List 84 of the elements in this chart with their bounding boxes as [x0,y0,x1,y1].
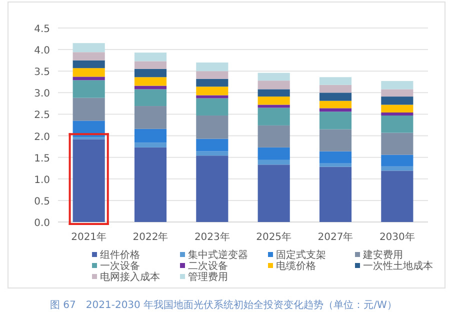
bar [134,142,167,148]
bar [134,77,167,86]
bar [381,112,414,116]
x-tick-label: 2027年 [318,231,354,243]
legend-label: 组件价格 [100,249,140,261]
bar [196,71,228,79]
bar [381,81,414,90]
bar [72,76,105,80]
bar [319,112,352,130]
bar [196,98,228,116]
bar [381,89,414,97]
y-tick-label: 4.5 [34,24,50,35]
bar [72,98,105,121]
legend-label: 集中式逆变器 [188,249,248,261]
bar [258,147,290,160]
bar [319,129,352,152]
bar [381,116,414,133]
bar [196,78,228,87]
bar [319,84,352,93]
bar [196,86,228,96]
bar [196,62,228,72]
bar [134,61,167,69]
legend-label: 一次设备 [100,260,140,272]
bar [72,60,105,68]
x-tick-label: 2022年 [132,231,168,243]
bar [134,52,167,62]
bar [196,116,228,139]
legend-label: 二次设备 [188,260,228,272]
bar [319,92,352,101]
bar [319,166,352,222]
legend-label: 一次性土地成本 [363,260,433,272]
x-tick-label: 2030年 [379,231,415,243]
bar [72,68,105,77]
y-tick-label: 3.0 [34,88,50,100]
bar [258,96,290,105]
bar [319,77,352,85]
bar [258,80,290,90]
bar [258,89,290,97]
bar [196,151,228,156]
bar [134,89,167,106]
bar [196,156,228,222]
bar [258,164,290,222]
y-tick-label: 0.0 [34,218,50,229]
bar [72,43,105,52]
bar [381,154,414,166]
bar [258,160,290,165]
bar [72,52,105,60]
legend-label: 电缆价格 [276,260,316,272]
bar [381,132,414,155]
bar [319,151,352,164]
y-tick-label: 2.5 [34,110,50,122]
bar [258,104,290,108]
caption: 图 67 2021-2030 年我国地面光伏系统初始全投资变化趋势（单位：元/W） [50,299,397,311]
bar [72,80,105,98]
legend-label: 固定式支架 [276,249,326,261]
y-tick-label: 3.5 [34,67,50,78]
x-tick-label: 2023年 [194,231,230,243]
bar [134,147,167,222]
y-tick-label: 1.5 [34,153,50,164]
legend-label: 建安费用 [362,249,403,261]
bar [196,95,228,98]
bar [72,139,105,222]
y-tick-label: 2.0 [34,132,50,143]
legend-label: 电网接入成本 [100,271,160,283]
bar [319,100,352,108]
x-tick-label: 2021年 [71,231,107,243]
y-tick-label: 4.0 [34,46,50,57]
legend-label: 管理费用 [188,271,228,283]
bar [381,96,414,105]
bar [258,125,290,148]
bar [196,138,228,152]
y-tick-label: 0.5 [34,196,50,208]
bar [258,72,290,81]
bar [134,106,167,129]
bar [134,68,167,78]
bar [319,108,352,112]
bar [381,166,414,171]
bar [319,163,352,167]
x-tick-label: 2025年 [256,231,292,243]
bar [381,104,414,112]
y-tick-label: 1.0 [34,174,50,186]
bar [381,170,414,222]
bar [134,128,167,143]
bar [258,108,290,126]
